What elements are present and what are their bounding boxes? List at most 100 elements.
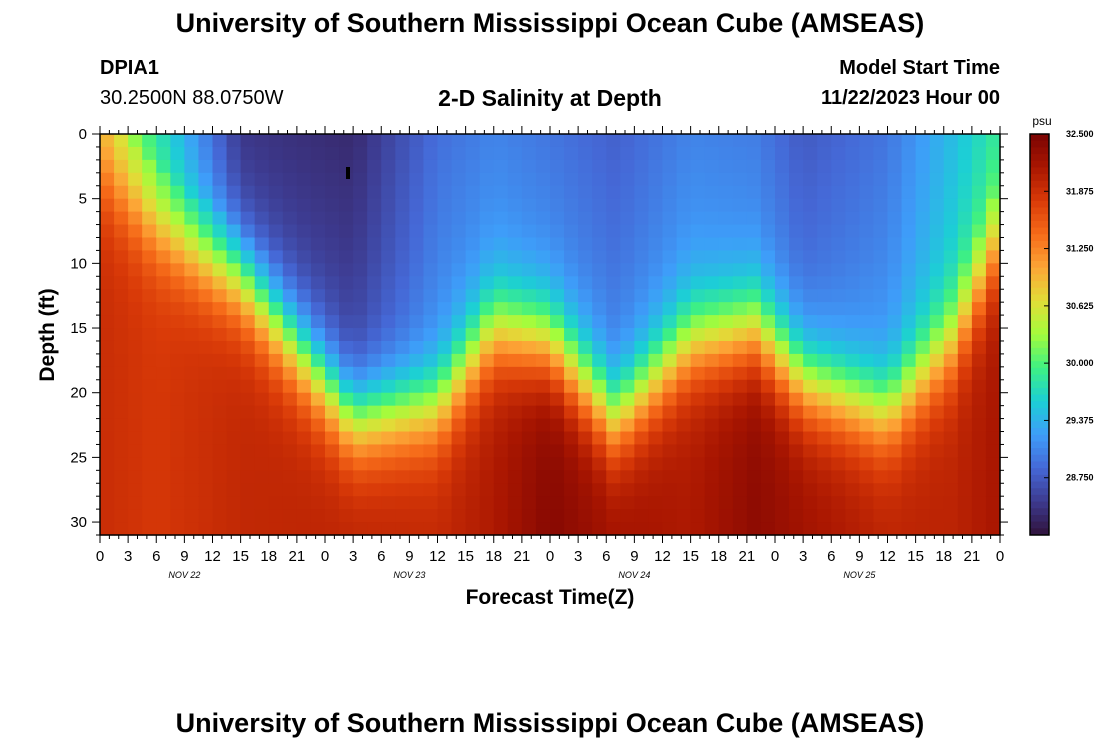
heatmap-cell bbox=[240, 470, 256, 484]
heatmap-cell bbox=[268, 315, 284, 329]
heatmap-cell bbox=[493, 431, 509, 446]
heatmap-cell bbox=[789, 444, 804, 458]
heatmap-cell bbox=[943, 392, 959, 407]
heatmap-cell bbox=[465, 418, 481, 433]
heatmap-cell bbox=[240, 444, 256, 458]
heatmap-cell bbox=[479, 470, 495, 484]
heatmap-cell bbox=[578, 379, 593, 394]
heatmap-cell bbox=[704, 134, 720, 148]
heatmap-cell bbox=[381, 431, 396, 446]
heatmap-cell bbox=[114, 315, 129, 329]
heatmap-cell bbox=[704, 509, 720, 523]
heatmap-cell bbox=[760, 509, 776, 523]
heatmap-cell bbox=[662, 392, 678, 407]
heatmap-cell bbox=[423, 340, 439, 355]
heatmap-cell bbox=[493, 146, 509, 161]
heatmap-cell bbox=[803, 379, 818, 394]
heatmap-cell bbox=[521, 340, 537, 355]
heatmap-cell bbox=[985, 444, 1001, 458]
heatmap-cell bbox=[550, 211, 565, 226]
colorbar-segment bbox=[1030, 481, 1049, 489]
heatmap-cell bbox=[535, 302, 551, 316]
heatmap-cell bbox=[170, 185, 185, 200]
heatmap-cell bbox=[915, 379, 931, 394]
heatmap-cell bbox=[142, 185, 157, 200]
heatmap-cell bbox=[550, 250, 565, 264]
heatmap-cell bbox=[817, 379, 832, 394]
heatmap-cell bbox=[381, 444, 396, 458]
heatmap-cell bbox=[395, 405, 410, 420]
colorbar-segment bbox=[1030, 214, 1049, 222]
heatmap-cell bbox=[296, 159, 312, 174]
heatmap-cell bbox=[578, 237, 593, 252]
heatmap-cell bbox=[170, 211, 185, 226]
heatmap-cell bbox=[606, 159, 621, 174]
heatmap-cell bbox=[971, 146, 987, 161]
heatmap-cell bbox=[142, 211, 157, 226]
heatmap-cell bbox=[507, 483, 523, 497]
heatmap-cell bbox=[775, 185, 790, 200]
heatmap-cell bbox=[507, 134, 523, 148]
heatmap-cell bbox=[128, 418, 143, 433]
heatmap-cell bbox=[465, 470, 481, 484]
heatmap-cell bbox=[325, 302, 340, 316]
heatmap-cell bbox=[212, 146, 228, 161]
heatmap-cell bbox=[226, 405, 242, 420]
heatmap-cell bbox=[353, 366, 368, 381]
heatmap-cell bbox=[507, 328, 523, 342]
heatmap-cell bbox=[535, 405, 551, 420]
x-tick-label: 21 bbox=[964, 548, 981, 565]
heatmap-cell bbox=[409, 172, 425, 187]
heatmap-cell bbox=[985, 211, 1001, 226]
heatmap-cell bbox=[184, 289, 200, 303]
heatmap-cell bbox=[901, 172, 917, 187]
heatmap-cell bbox=[100, 483, 115, 497]
heatmap-cell bbox=[451, 470, 467, 484]
heatmap-cell bbox=[395, 250, 410, 264]
heatmap-cell bbox=[521, 470, 537, 484]
heatmap-cell bbox=[142, 431, 157, 446]
heatmap-cell bbox=[746, 134, 762, 148]
heatmap-cell bbox=[212, 366, 228, 381]
heatmap-cell bbox=[367, 289, 382, 303]
heatmap-cell bbox=[859, 522, 875, 536]
heatmap-cell bbox=[423, 405, 439, 420]
heatmap-cell bbox=[718, 353, 734, 368]
heatmap-cell bbox=[423, 237, 439, 252]
heatmap-cell bbox=[775, 353, 790, 368]
heatmap-cell bbox=[859, 134, 875, 148]
heatmap-cell bbox=[170, 392, 185, 407]
heatmap-cell bbox=[985, 224, 1001, 239]
colorbar-segment bbox=[1030, 314, 1049, 322]
heatmap-cell bbox=[831, 509, 846, 523]
heatmap-cell bbox=[662, 237, 678, 252]
heatmap-cell bbox=[873, 457, 889, 471]
heatmap-cell bbox=[564, 328, 579, 342]
heatmap-cell bbox=[578, 353, 593, 368]
heatmap-cell bbox=[493, 496, 509, 510]
heatmap-cell bbox=[254, 134, 270, 148]
heatmap-cell bbox=[760, 470, 776, 484]
colorbar-segment bbox=[1030, 321, 1049, 329]
heatmap-cell bbox=[212, 405, 228, 420]
heatmap-cell bbox=[845, 276, 860, 290]
heatmap-cell bbox=[325, 444, 340, 458]
heatmap-cell bbox=[282, 198, 298, 213]
heatmap-cell bbox=[310, 302, 326, 316]
heatmap-cell bbox=[226, 185, 242, 200]
heatmap-cell bbox=[943, 405, 959, 420]
heatmap-cell bbox=[198, 172, 214, 187]
heatmap-cell bbox=[592, 379, 607, 394]
colorbar-segment bbox=[1030, 474, 1049, 483]
heatmap-cell bbox=[493, 263, 509, 277]
heatmap-cell bbox=[901, 366, 917, 381]
heatmap-cell bbox=[310, 211, 326, 226]
heatmap-cell bbox=[353, 483, 368, 497]
colorbar-segment bbox=[1030, 147, 1049, 155]
heatmap-cell bbox=[268, 353, 284, 368]
heatmap-cell bbox=[760, 340, 776, 355]
heatmap-cell bbox=[662, 172, 678, 187]
heatmap-cell bbox=[704, 431, 720, 446]
heatmap-cell bbox=[943, 522, 959, 536]
heatmap-cell bbox=[367, 276, 382, 290]
